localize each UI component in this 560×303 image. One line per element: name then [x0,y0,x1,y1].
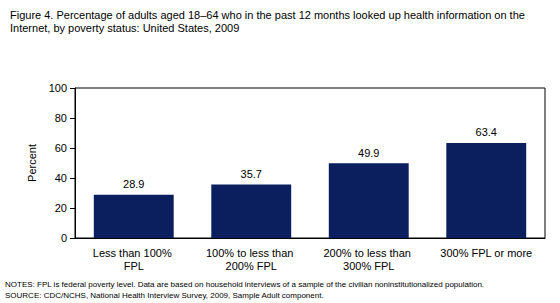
svg-text:NOTES: FPL is federal poverty: NOTES: FPL is federal poverty level. Dat… [5,280,484,289]
svg-text:300% FPL: 300% FPL [343,260,394,272]
svg-text:49.9: 49.9 [358,147,379,159]
svg-text:Figure 4. Percentage of adults: Figure 4. Percentage of adults aged 18–6… [10,9,528,21]
svg-text:20: 20 [55,202,67,214]
svg-text:Internet, by poverty status: U: Internet, by poverty status: United Stat… [10,22,239,34]
svg-text:FPL: FPL [124,260,144,272]
svg-text:63.4: 63.4 [476,126,497,138]
svg-text:200% FPL: 200% FPL [226,260,277,272]
svg-text:80: 80 [55,112,67,124]
svg-text:60: 60 [55,142,67,154]
svg-text:300% FPL or more: 300% FPL or more [440,247,532,259]
svg-text:0: 0 [61,232,67,244]
svg-text:SOURCE: CDC/NCHS, National Hea: SOURCE: CDC/NCHS, National Health Interv… [5,291,324,300]
svg-text:28.9: 28.9 [123,178,144,190]
svg-text:100% to less than: 100% to less than [206,247,297,259]
svg-text:Less than 100%: Less than 100% [93,247,175,259]
svg-text:35.7: 35.7 [241,168,262,180]
svg-text:40: 40 [55,172,67,184]
svg-text:100: 100 [49,82,67,94]
svg-text:200% to less than: 200% to less than [323,247,414,259]
svg-text:Percent: Percent [26,144,38,182]
